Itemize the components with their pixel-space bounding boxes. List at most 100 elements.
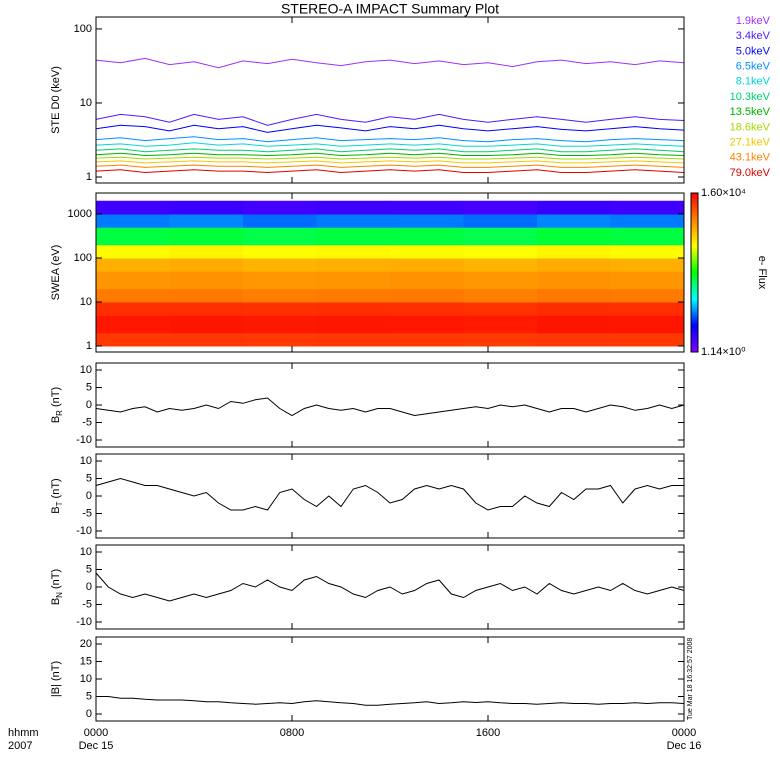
heatmap-cell xyxy=(169,227,244,246)
y-axis-label: BR (nT) xyxy=(50,387,64,423)
heatmap-cell xyxy=(243,332,317,347)
data-line xyxy=(95,477,684,511)
x-row-label: 2007 xyxy=(8,740,32,752)
heatmap-cell xyxy=(463,213,538,228)
y-tick-label: 1000 xyxy=(68,208,92,220)
y-tick-label: 1 xyxy=(86,340,92,352)
y-tick-label: -5 xyxy=(82,416,92,428)
y-tick-label: 10 xyxy=(80,673,92,685)
heatmap-cell xyxy=(463,332,538,347)
y-axis-label: STE D0 (keV) xyxy=(50,66,62,134)
y-tick-label: 15 xyxy=(80,655,92,667)
legend-entry: 43.1keV xyxy=(730,152,771,164)
x-tick-label: 0800 xyxy=(280,727,304,739)
data-line xyxy=(95,124,685,133)
x-tick-label: 1600 xyxy=(476,727,500,739)
heatmap-cell xyxy=(243,271,317,290)
panel-frame xyxy=(95,192,685,353)
heatmap-cell xyxy=(169,332,244,347)
heatmap-cell xyxy=(537,257,611,272)
y-tick-label: 0 xyxy=(86,399,92,411)
legend-entry: 1.9keV xyxy=(736,15,771,27)
heatmap-cell xyxy=(390,213,464,228)
heatmap-cell xyxy=(316,332,391,347)
heatmap-cell xyxy=(316,271,391,290)
data-line xyxy=(95,113,685,126)
y-label-sub: N xyxy=(55,592,64,598)
heatmap-cell xyxy=(169,244,244,259)
data-line xyxy=(95,152,685,157)
heatmap-cell xyxy=(537,271,611,290)
heatmap-cell xyxy=(316,200,391,215)
legend-entry: 27.1keV xyxy=(730,137,771,149)
heatmap-cell xyxy=(463,244,538,259)
heatmap-cell xyxy=(243,288,317,303)
data-line xyxy=(95,142,685,147)
heatmap-cell xyxy=(390,271,464,290)
heatmap-cell xyxy=(610,288,685,303)
heatmap-cell xyxy=(316,227,391,246)
heatmap-cell xyxy=(96,332,170,347)
heatmap-cell xyxy=(537,301,611,316)
y-tick-label: 100 xyxy=(74,252,92,264)
y-axis-label: SWEA (eV) xyxy=(50,245,62,301)
heatmap-cell xyxy=(96,200,170,215)
panel-frame xyxy=(95,453,685,539)
heatmap-cell xyxy=(463,288,538,303)
heatmap-cell xyxy=(610,315,685,334)
heatmap-cell xyxy=(169,200,244,215)
heatmap-cell xyxy=(463,271,538,290)
heatmap-cell xyxy=(390,244,464,259)
plot-title: STEREO-A IMPACT Summary Plot xyxy=(281,1,499,17)
heatmap-cell xyxy=(390,301,464,316)
y-axis-label: |B| (nT) xyxy=(50,661,62,697)
heatmap-cell xyxy=(243,257,317,272)
heatmap-cell xyxy=(610,244,685,259)
heatmap-cell xyxy=(96,301,170,316)
panel-frame xyxy=(95,16,685,184)
heatmap-cell xyxy=(610,227,685,246)
data-line xyxy=(95,156,685,160)
panel-frame xyxy=(95,636,685,722)
heatmap-cell xyxy=(390,227,464,246)
y-tick-label: 0 xyxy=(86,581,92,593)
y-tick-label: -5 xyxy=(82,598,92,610)
heatmap-cell xyxy=(537,244,611,259)
heatmap-cell xyxy=(243,244,317,259)
y-tick-label: 10 xyxy=(80,546,92,558)
colorbar-label: e- Flux xyxy=(756,256,768,290)
x-date-label: Dec 16 xyxy=(667,740,702,752)
y-tick-label: 5 xyxy=(86,472,92,484)
heatmap-cell xyxy=(96,213,170,228)
data-line xyxy=(95,164,685,168)
heatmap-cell xyxy=(610,257,685,272)
legend-entry: 13.5keV xyxy=(730,106,771,118)
heatmap-cell xyxy=(610,271,685,290)
data-line xyxy=(96,696,685,706)
y-tick-label: 20 xyxy=(80,638,92,650)
heatmap-cell xyxy=(463,301,538,316)
heatmap-cell xyxy=(169,288,244,303)
data-line xyxy=(95,169,685,174)
heatmap-cell xyxy=(316,315,391,334)
colorbar xyxy=(690,192,699,353)
legend-entry: 79.0keV xyxy=(730,167,771,179)
heatmap-cell xyxy=(537,227,611,246)
heatmap-cell xyxy=(390,257,464,272)
heatmap-cell xyxy=(169,271,244,290)
y-tick-label: 0 xyxy=(86,708,92,720)
heatmap-cell xyxy=(390,200,464,215)
heatmap-cell xyxy=(96,315,170,334)
heatmap-cell xyxy=(610,213,685,228)
heatmap-cell xyxy=(610,301,685,316)
heatmap-cell xyxy=(243,301,317,316)
heatmap-cell xyxy=(316,288,391,303)
y-tick-label: -5 xyxy=(82,507,92,519)
heatmap-cell xyxy=(610,332,685,347)
data-line xyxy=(95,57,685,69)
data-line xyxy=(95,136,685,143)
y-tick-label: 5 xyxy=(86,563,92,575)
x-date-label: Dec 15 xyxy=(79,740,114,752)
heatmap-cell xyxy=(463,257,538,272)
